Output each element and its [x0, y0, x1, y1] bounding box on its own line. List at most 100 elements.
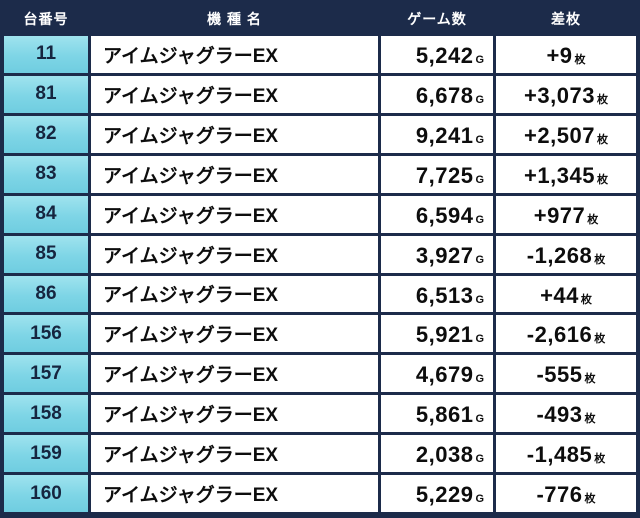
coin-diff-cell: -776 枚 [496, 475, 636, 512]
game-count-value: 6,513 [415, 282, 474, 308]
game-count-unit-label: G [475, 173, 484, 186]
game-count-cell: 5,242 G [381, 36, 493, 73]
game-count-value: 9,241 [415, 122, 474, 148]
coin-diff-cell: -1,485 枚 [496, 435, 636, 473]
game-count-unit-label: G [475, 413, 484, 426]
game-count-cell: 6,513 G [381, 275, 493, 313]
game-count-cell: 5,861 G [381, 395, 493, 433]
coin-diff-unit-label: 枚 [596, 93, 608, 106]
machine-data-table: 台番号 機 種 名 ゲーム数 差枚 11 アイムジャグラーEX 5,242 G +… [4, 5, 636, 512]
unit-number-cell: 159 [4, 435, 88, 473]
coin-diff-value: +44 [540, 282, 579, 308]
model-name-cell: アイムジャグラーEX [91, 75, 378, 113]
game-count-cell: 5,921 G [381, 315, 493, 353]
header-unit-number: 台番号 [4, 5, 88, 33]
coin-diff-value: -2,616 [526, 322, 593, 348]
model-name-cell: アイムジャグラーEX [91, 115, 378, 153]
coin-diff-cell: -493 枚 [496, 395, 636, 433]
game-count-cell: 5,229 G [381, 475, 493, 512]
coin-diff-unit-label: 枚 [584, 493, 596, 506]
game-count-unit-label: G [475, 213, 484, 226]
model-name-cell: アイムジャグラーEX [91, 355, 378, 393]
game-count-cell: 3,927 G [381, 235, 493, 273]
coin-diff-value: +977 [533, 202, 586, 228]
game-count-value: 5,921 [415, 322, 474, 348]
coin-diff-value: +9 [546, 43, 573, 68]
coin-diff-unit-label: 枚 [587, 213, 599, 226]
coin-diff-value: +1,345 [524, 162, 595, 188]
coin-diff-value: +3,073 [524, 82, 595, 108]
game-count-cell: 9,241 G [381, 115, 493, 153]
unit-number-cell: 158 [4, 395, 88, 433]
coin-diff-value: -493 [536, 402, 583, 428]
game-count-unit-label: G [475, 54, 484, 66]
game-count-unit-label: G [475, 333, 484, 346]
coin-diff-value: -1,485 [526, 442, 593, 468]
model-name-cell: アイムジャグラーEX [91, 195, 378, 233]
header-game-count: ゲーム数 [381, 5, 493, 33]
model-name-cell: アイムジャグラーEX [91, 235, 378, 273]
unit-number-cell: 86 [4, 275, 88, 313]
model-name-cell: アイムジャグラーEX [91, 395, 378, 433]
coin-diff-value: -1,268 [526, 242, 593, 268]
coin-diff-unit-label: 枚 [584, 413, 596, 426]
game-count-unit-label: G [475, 373, 484, 386]
unit-number-cell: 157 [4, 355, 88, 393]
game-count-unit-label: G [475, 93, 484, 106]
game-count-cell: 6,594 G [381, 195, 493, 233]
game-count-value: 5,242 [415, 43, 474, 68]
unit-number-cell: 156 [4, 315, 88, 353]
coin-diff-cell: -555 枚 [496, 355, 636, 393]
game-count-unit-label: G [475, 293, 484, 306]
coin-diff-cell: +977 枚 [496, 195, 636, 233]
model-name-cell: アイムジャグラーEX [91, 275, 378, 313]
game-count-cell: 7,725 G [381, 155, 493, 193]
game-count-cell: 6,678 G [381, 75, 493, 113]
game-count-value: 2,038 [415, 442, 474, 468]
game-count-cell: 4,679 G [381, 355, 493, 393]
game-count-value: 4,679 [415, 362, 474, 388]
coin-diff-value: -776 [536, 482, 583, 508]
coin-diff-cell: -2,616 枚 [496, 315, 636, 353]
coin-diff-unit-label: 枚 [594, 333, 606, 346]
coin-diff-cell: +2,507 枚 [496, 115, 636, 153]
game-count-unit-label: G [475, 453, 484, 466]
game-count-value: 3,927 [415, 242, 474, 268]
coin-diff-cell: +9 枚 [496, 36, 636, 73]
model-name-cell: アイムジャグラーEX [91, 155, 378, 193]
coin-diff-unit-label: 枚 [596, 173, 608, 186]
unit-number-cell: 160 [4, 475, 88, 512]
unit-number-cell: 85 [4, 235, 88, 273]
unit-number-cell: 83 [4, 155, 88, 193]
game-count-value: 6,678 [415, 82, 474, 108]
game-count-unit-label: G [475, 493, 484, 506]
model-name-cell: アイムジャグラーEX [91, 475, 378, 512]
coin-diff-unit-label: 枚 [596, 133, 608, 146]
coin-diff-value: -555 [536, 362, 583, 388]
game-count-value: 7,725 [415, 162, 474, 188]
unit-number-cell: 11 [4, 36, 88, 73]
unit-number-cell: 84 [4, 195, 88, 233]
header-model-name: 機 種 名 [91, 5, 378, 33]
game-count-cell: 2,038 G [381, 435, 493, 473]
coin-diff-value: +2,507 [524, 122, 595, 148]
coin-diff-unit-label: 枚 [584, 373, 596, 386]
game-count-unit-label: G [475, 133, 484, 146]
unit-number-cell: 82 [4, 115, 88, 153]
coin-diff-cell: +1,345 枚 [496, 155, 636, 193]
coin-diff-cell: +44 枚 [496, 275, 636, 313]
game-count-value: 5,229 [415, 482, 474, 508]
header-coin-diff: 差枚 [496, 5, 636, 33]
unit-number-cell: 81 [4, 75, 88, 113]
coin-diff-unit-label: 枚 [574, 54, 586, 66]
coin-diff-unit-label: 枚 [594, 453, 606, 466]
coin-diff-unit-label: 枚 [594, 253, 606, 266]
game-count-value: 5,861 [415, 402, 474, 428]
coin-diff-unit-label: 枚 [580, 293, 592, 306]
model-name-cell: アイムジャグラーEX [91, 435, 378, 473]
model-name-cell: アイムジャグラーEX [91, 36, 378, 73]
coin-diff-cell: +3,073 枚 [496, 75, 636, 113]
model-name-cell: アイムジャグラーEX [91, 315, 378, 353]
game-count-unit-label: G [475, 253, 484, 266]
